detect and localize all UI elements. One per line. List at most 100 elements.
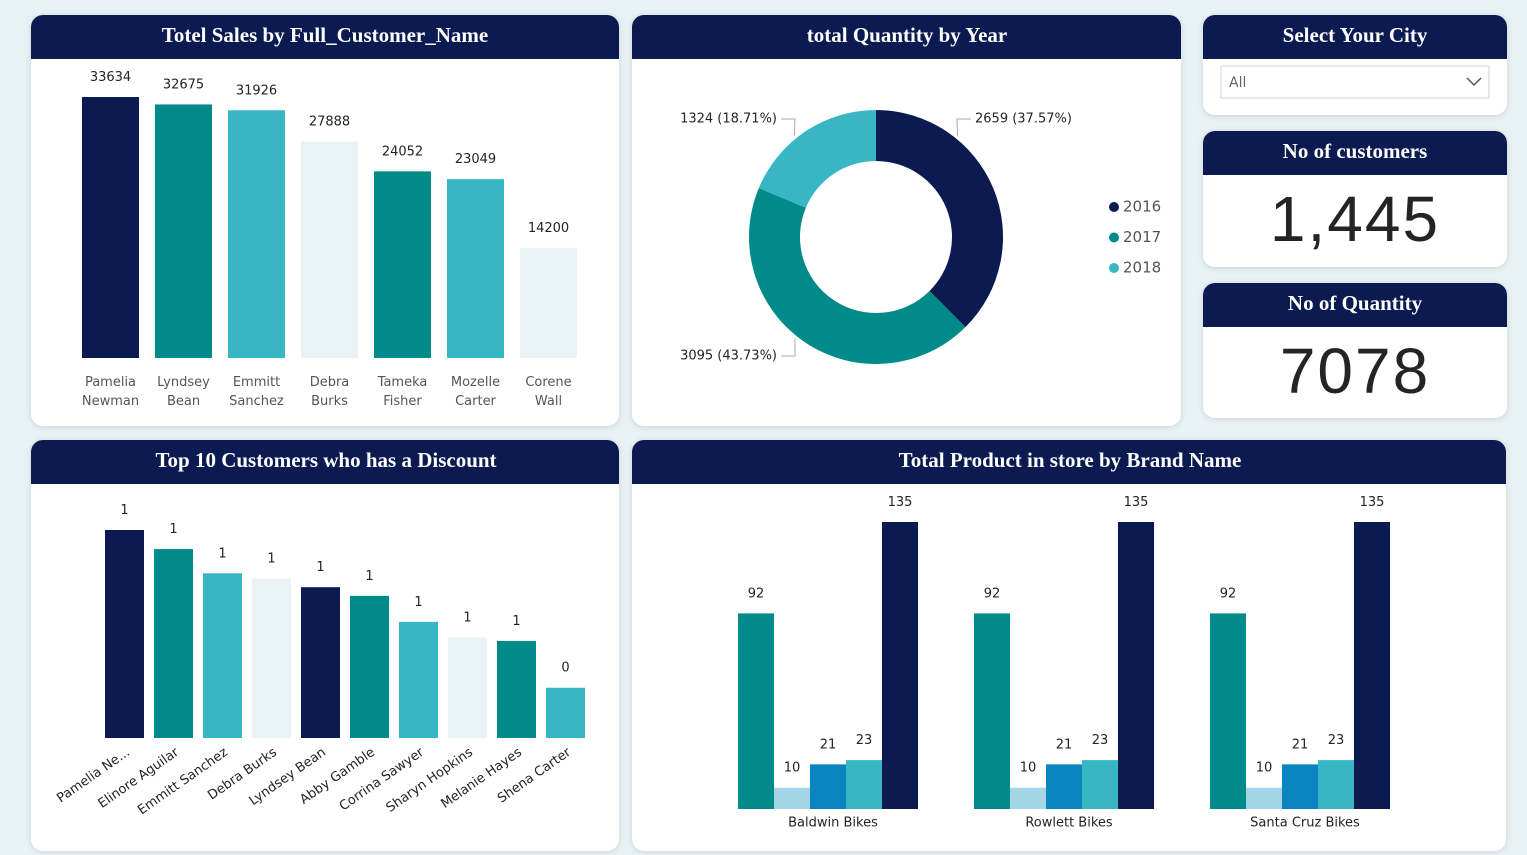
bar bbox=[1082, 760, 1118, 809]
x-tick-label-text: Mozelle Carter bbox=[450, 375, 501, 409]
x-tick-label: Debra Burks bbox=[310, 375, 350, 409]
data-label: 32675 bbox=[163, 77, 204, 92]
data-label: 21 bbox=[1056, 737, 1073, 752]
panel-slicer: Select Your City All bbox=[1203, 15, 1507, 115]
bar bbox=[203, 573, 242, 738]
x-tick-label: Tameka Fisher bbox=[377, 375, 428, 409]
legend-label: 2018 bbox=[1123, 259, 1161, 277]
x-tick-label: Corene Wall bbox=[525, 375, 571, 409]
bar bbox=[155, 104, 212, 359]
bar bbox=[520, 247, 577, 358]
x-tick-label-text: Emmitt Sanchez bbox=[229, 375, 284, 409]
data-label: 1 bbox=[267, 552, 275, 567]
legend-label: 2016 bbox=[1123, 198, 1161, 216]
data-label: 1 bbox=[169, 522, 177, 537]
x-tick-label: Pamelia Newman bbox=[81, 375, 140, 409]
bar bbox=[882, 522, 918, 809]
data-label: 135 bbox=[1360, 495, 1385, 510]
bar bbox=[1354, 522, 1390, 809]
data-label: 1 bbox=[316, 560, 324, 575]
bar bbox=[252, 578, 291, 738]
dropdown-value[interactable]: All bbox=[1229, 75, 1246, 91]
data-label: 21 bbox=[820, 737, 837, 752]
x-tick-label: Baldwin Bikes bbox=[788, 816, 878, 831]
x-tick-label-text: Pamelia Newman bbox=[81, 375, 140, 409]
bar bbox=[497, 640, 536, 738]
x-tick-label: Lyndsey Bean bbox=[157, 375, 210, 409]
bar bbox=[301, 141, 358, 358]
legend-label: 2017 bbox=[1123, 228, 1161, 246]
bar bbox=[105, 530, 144, 738]
data-label: 10 bbox=[784, 761, 801, 776]
chart-title: Total Product in store by Brand Name bbox=[899, 448, 1242, 472]
bar bbox=[447, 179, 504, 358]
data-label: 0 bbox=[561, 661, 569, 676]
panel-card-quantity: No of Quantity 7078 bbox=[1203, 283, 1507, 418]
data-label: 33634 bbox=[90, 70, 131, 85]
card-title: No of customers bbox=[1283, 139, 1428, 163]
dropdown-box[interactable] bbox=[1220, 65, 1490, 99]
chart-title: Totel Sales by Full_Customer_Name bbox=[162, 23, 488, 47]
bar bbox=[399, 621, 438, 738]
x-tick-label: Mozelle Carter bbox=[450, 375, 501, 409]
bar bbox=[738, 613, 774, 809]
bar bbox=[974, 613, 1010, 809]
donut-slice bbox=[749, 188, 966, 365]
data-label: 23049 bbox=[455, 152, 496, 167]
legend-marker bbox=[1109, 232, 1119, 243]
x-tick-label-text: Tameka Fisher bbox=[377, 375, 428, 409]
donut-slice bbox=[758, 110, 876, 208]
data-label: 135 bbox=[888, 495, 913, 510]
data-label: 23 bbox=[1328, 733, 1345, 748]
panel-card-customers: No of customers 1,445 bbox=[1203, 131, 1507, 267]
card-title: No of Quantity bbox=[1288, 291, 1423, 315]
data-label: 14200 bbox=[528, 221, 569, 236]
bar bbox=[810, 764, 846, 809]
chart-title: Top 10 Customers who has a Discount bbox=[155, 448, 496, 472]
data-label: 24052 bbox=[382, 144, 423, 159]
card-value: 1,445 bbox=[1270, 183, 1440, 255]
bar bbox=[546, 687, 585, 738]
bar bbox=[1210, 613, 1246, 809]
legend-marker bbox=[1109, 202, 1119, 212]
dropdown-chevron[interactable] bbox=[1466, 77, 1482, 87]
card-value: 7078 bbox=[1280, 335, 1430, 407]
bar bbox=[1118, 522, 1154, 809]
bar bbox=[350, 595, 389, 738]
data-label: 2659 (37.57%) bbox=[975, 112, 1072, 127]
data-label: 23 bbox=[856, 733, 873, 748]
city-dropdown[interactable]: All bbox=[1220, 65, 1490, 99]
leader-line bbox=[956, 118, 971, 136]
chart-title: total Quantity by Year bbox=[807, 23, 1007, 47]
data-label: 1 bbox=[120, 503, 128, 518]
data-label: 1 bbox=[218, 546, 226, 561]
bar bbox=[82, 97, 139, 358]
data-label: 1 bbox=[512, 614, 520, 629]
x-tick-label: Rowlett Bikes bbox=[1025, 816, 1113, 831]
data-label: 92 bbox=[984, 586, 1001, 601]
bar bbox=[1246, 787, 1282, 809]
bar bbox=[301, 587, 340, 738]
data-label: 31926 bbox=[236, 83, 277, 98]
slicer-title: Select Your City bbox=[1283, 23, 1428, 47]
data-label: 21 bbox=[1292, 737, 1309, 752]
bar bbox=[448, 637, 487, 738]
leader-line bbox=[781, 338, 796, 357]
data-label: 1324 (18.71%) bbox=[680, 112, 777, 127]
bar bbox=[1010, 787, 1046, 809]
bar bbox=[774, 787, 810, 809]
x-tick-label-text: Lyndsey Bean bbox=[157, 375, 210, 409]
x-tick-label: Emmitt Sanchez bbox=[229, 375, 284, 409]
data-label: 135 bbox=[1124, 495, 1149, 510]
donut-slice bbox=[876, 110, 1003, 328]
bar bbox=[154, 549, 193, 738]
data-label: 1 bbox=[365, 569, 373, 584]
data-label: 1 bbox=[414, 595, 422, 610]
panel-quantity: total Quantity by Year bbox=[632, 15, 1181, 426]
data-label: 92 bbox=[748, 586, 765, 601]
data-label: 92 bbox=[1220, 586, 1237, 601]
data-label: 3095 (43.73%) bbox=[680, 349, 777, 364]
data-label: 1 bbox=[463, 610, 471, 625]
data-label: 10 bbox=[1020, 761, 1037, 776]
